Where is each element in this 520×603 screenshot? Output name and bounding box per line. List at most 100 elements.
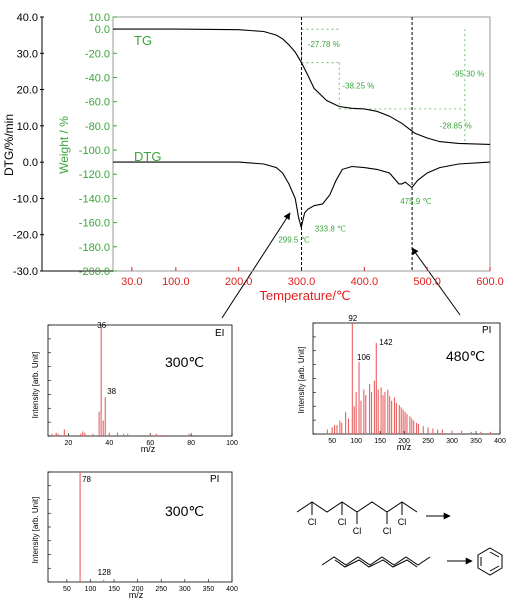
tga-y-left-tick-label: 10.0 — [17, 121, 38, 133]
pvc-structure: Cl Cl Cl Cl Cl — [296, 501, 451, 536]
polyene-structure — [321, 556, 473, 568]
tga-y-right-tick-label: -40.0 — [85, 72, 110, 84]
pvc-cl-label: Cl — [338, 517, 347, 527]
pvc-cl-label: Cl — [353, 526, 362, 536]
ms-pi480-x-label: m/z — [397, 442, 412, 452]
ms-x-tick-label: 80 — [187, 440, 195, 447]
benzene-structure — [477, 547, 503, 576]
tga-x-tick-label: 100.0 — [162, 276, 190, 288]
pvc-cl-label: Cl — [308, 517, 317, 527]
tga-annotation: 333.8 ℃ — [315, 224, 346, 233]
arrow-to-ms-480 — [411, 247, 461, 316]
ms-x-tick-label: 350 — [470, 438, 482, 445]
tga-annotation: -27.78 % — [308, 40, 340, 49]
ms-ei-temp-label: 300℃ — [165, 354, 204, 370]
tga-x-tick-label: 400.0 — [351, 276, 379, 288]
ms-x-tick-label: 150 — [374, 438, 386, 445]
series-label-tg: TG — [134, 33, 152, 48]
tga-y-right-label: Weight / % — [57, 116, 71, 174]
ms-x-tick-label: 400 — [494, 438, 506, 445]
tga-y-left-tick-label: 0.0 — [23, 157, 38, 169]
pvc-cl-label: Cl — [383, 526, 392, 536]
ms-x-tick-label: 150 — [108, 586, 120, 593]
ms-peak-label: 106 — [357, 353, 371, 362]
ms-pi480-temp-label: 480℃ — [446, 348, 485, 364]
tga-y-right-tick-label: -160.0 — [79, 218, 110, 230]
ms-x-tick-label: 50 — [63, 586, 71, 593]
ms-peak-label: 128 — [98, 568, 112, 577]
ms-pi480-y-label: Intensity [arb. Unit] — [297, 347, 306, 414]
ms-x-tick-label: 300 — [179, 586, 191, 593]
benzene-double-bond — [489, 565, 500, 572]
tga-y-right-tick-label: -120.0 — [79, 169, 110, 181]
ms-pi-480-chart: 50 100 150 200 250 300 350 400 92 106 142 — [312, 314, 506, 445]
tga-x-tick-label: 200.0 — [225, 276, 253, 288]
ms-x-tick-label: 250 — [155, 586, 167, 593]
tga-y-left-tick-label: 20.0 — [17, 85, 38, 97]
pvc-backbone — [296, 501, 418, 513]
ms-x-tick-label: 400 — [226, 586, 238, 593]
pvc-cl-label: Cl — [398, 517, 407, 527]
tga-y-right-tick-label: -140.0 — [79, 193, 110, 205]
ms-pi300-mode-label: PI — [210, 474, 219, 485]
ms-ei-x-label: m/z — [141, 444, 156, 454]
ms-pi300-x-label: m/z — [129, 590, 144, 600]
ms-frame — [47, 324, 233, 437]
tga-y-right-tick-label: 0.0 — [95, 24, 110, 36]
ms-x-tick-label: 100 — [350, 438, 362, 445]
polyene-double-bonds — [334, 559, 418, 568]
ms-pi300-y-label: Intensity [arb. Unit] — [31, 497, 40, 564]
ms-ei-mode-label: EI — [215, 328, 224, 339]
ms-x-tick-label: 40 — [105, 440, 113, 447]
tga-y-left-tick-label: -10.0 — [13, 193, 38, 205]
tga-y-left-tick-label: -20.0 — [13, 230, 38, 242]
tga-annotation: -38.25 % — [342, 81, 374, 90]
tga-x-label: Temperature/℃ — [259, 288, 350, 303]
tga-annotation: 475.9 ℃ — [400, 197, 431, 206]
ms-x-tick-label: 350 — [203, 586, 215, 593]
ms-x-tick-label: 50 — [328, 438, 336, 445]
ms-x-tick-label: 300 — [446, 438, 458, 445]
tga-x-tick-label: 600.0 — [476, 276, 504, 288]
ms-x-tick-label: 100 — [226, 440, 238, 447]
tga-y-left-tick-label: 40.0 — [17, 12, 38, 24]
tga-y-right-tick-label: -60.0 — [85, 97, 110, 109]
ms-peak-label: 36 — [97, 321, 106, 330]
ms-x-tick-label: 200 — [398, 438, 410, 445]
benzene-ring — [477, 547, 503, 576]
ms-x-tick-label: 250 — [422, 438, 434, 445]
ms-peak-label: 38 — [107, 387, 116, 396]
tga-y-left-tick-label: 30.0 — [17, 48, 38, 60]
tga-series-dtg — [113, 161, 491, 228]
tga-x-tick-label: 300.0 — [288, 276, 316, 288]
ms-x-tick-label: 20 — [65, 440, 73, 447]
ms-x-tick-label: 60 — [146, 440, 154, 447]
ms-peak-label: 78 — [82, 475, 91, 484]
ms-x-tick-label: 200 — [132, 586, 144, 593]
tga-annotation: -28.85 % — [440, 121, 472, 130]
tga-y-left-tick-label: -30.0 — [13, 266, 38, 278]
ms-pi480-mode-label: PI — [482, 325, 491, 336]
ms-pi300-temp-label: 300℃ — [165, 503, 204, 519]
ms-pi-300-chart: 50 100 150 200 250 300 350 400 78 128 — [47, 471, 238, 593]
tga-y-right-tick-label: -180.0 — [79, 242, 110, 254]
ms-x-tick-label: 100 — [85, 586, 97, 593]
tga-y-right-tick-label: 10.0 — [89, 12, 110, 24]
tga-annotation: 299.5 ℃ — [278, 236, 309, 245]
tga-y-right-tick-label: -80.0 — [85, 121, 110, 133]
ms-ei-y-label: Intensity [arb. Unit] — [31, 352, 40, 419]
series-label-dtg: DTG — [134, 149, 161, 164]
tga-series-tg — [113, 28, 491, 145]
tga-y-right-tick-label: -100.0 — [79, 145, 110, 157]
arrow-to-ms-300 — [221, 212, 291, 319]
tga-y-left-label: DTG/%/min — [2, 114, 16, 176]
benzene-double-bond — [489, 551, 500, 558]
tga-y-right-tick-label: -20.0 — [85, 48, 110, 60]
ms-peak-label: 142 — [379, 338, 393, 347]
tga-y-right-tick-label: -200.0 — [79, 266, 110, 278]
tga-x-tick-label: 30.0 — [121, 276, 142, 288]
polyene-backbone — [321, 556, 431, 566]
ms-peak-label: 92 — [348, 314, 357, 323]
ms-frame — [47, 471, 233, 583]
